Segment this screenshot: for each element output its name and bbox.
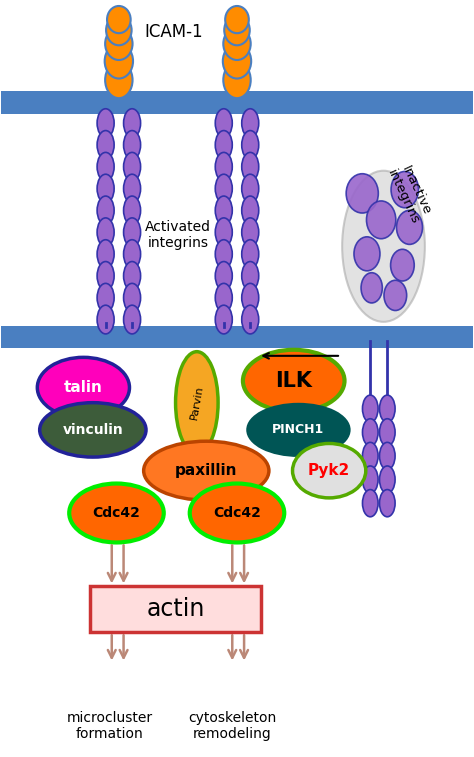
Ellipse shape: [215, 262, 232, 290]
Ellipse shape: [215, 196, 232, 225]
Text: Parvin: Parvin: [189, 385, 205, 421]
Text: cytoskeleton
remodeling: cytoskeleton remodeling: [188, 711, 276, 741]
Ellipse shape: [242, 262, 259, 290]
Ellipse shape: [354, 237, 380, 271]
Ellipse shape: [97, 109, 114, 138]
Ellipse shape: [225, 6, 249, 33]
Text: vinculin: vinculin: [63, 423, 123, 437]
Ellipse shape: [175, 352, 218, 453]
Ellipse shape: [380, 395, 395, 422]
Ellipse shape: [363, 442, 378, 469]
Ellipse shape: [380, 419, 395, 446]
Ellipse shape: [242, 174, 259, 203]
Ellipse shape: [391, 249, 414, 281]
Ellipse shape: [242, 305, 259, 334]
Ellipse shape: [242, 152, 259, 181]
Ellipse shape: [242, 109, 259, 138]
Ellipse shape: [223, 27, 251, 60]
Ellipse shape: [380, 442, 395, 469]
Ellipse shape: [105, 27, 133, 60]
Ellipse shape: [97, 196, 114, 225]
Ellipse shape: [37, 357, 129, 418]
Ellipse shape: [97, 262, 114, 290]
Ellipse shape: [363, 490, 378, 517]
Ellipse shape: [97, 218, 114, 247]
Ellipse shape: [215, 109, 232, 138]
Ellipse shape: [97, 130, 114, 159]
Ellipse shape: [380, 490, 395, 517]
Text: Activated
integrins: Activated integrins: [145, 220, 211, 250]
Ellipse shape: [391, 172, 419, 207]
Ellipse shape: [215, 130, 232, 159]
Ellipse shape: [124, 240, 141, 269]
Text: Cdc42: Cdc42: [213, 506, 261, 520]
Text: ICAM-1: ICAM-1: [144, 23, 202, 42]
Ellipse shape: [124, 109, 141, 138]
Ellipse shape: [215, 305, 232, 334]
Ellipse shape: [69, 484, 164, 543]
Ellipse shape: [97, 240, 114, 269]
Bar: [0, 326, 474, 348]
Ellipse shape: [292, 444, 366, 498]
Text: paxillin: paxillin: [175, 463, 237, 478]
Ellipse shape: [124, 218, 141, 247]
Ellipse shape: [215, 283, 232, 312]
Text: microcluster
formation: microcluster formation: [66, 711, 153, 741]
Ellipse shape: [223, 44, 251, 79]
Ellipse shape: [40, 403, 146, 457]
Text: Cdc42: Cdc42: [92, 506, 140, 520]
Ellipse shape: [215, 152, 232, 181]
Ellipse shape: [124, 174, 141, 203]
Ellipse shape: [97, 283, 114, 312]
Text: Inactive
integrins: Inactive integrins: [384, 160, 435, 226]
Ellipse shape: [124, 152, 141, 181]
Ellipse shape: [397, 210, 422, 245]
Ellipse shape: [97, 305, 114, 334]
Bar: [0, 92, 474, 114]
Bar: [91, 585, 261, 632]
Ellipse shape: [346, 173, 378, 213]
Ellipse shape: [361, 273, 383, 303]
Ellipse shape: [106, 15, 132, 45]
Text: talin: talin: [64, 380, 103, 395]
Ellipse shape: [366, 201, 396, 238]
Ellipse shape: [97, 152, 114, 181]
Ellipse shape: [242, 240, 259, 269]
Ellipse shape: [247, 404, 349, 456]
Ellipse shape: [242, 218, 259, 247]
Ellipse shape: [144, 441, 269, 500]
Ellipse shape: [105, 62, 133, 98]
Text: PINCH1: PINCH1: [273, 423, 325, 436]
Ellipse shape: [107, 6, 131, 33]
Ellipse shape: [363, 419, 378, 446]
Ellipse shape: [223, 62, 251, 98]
Ellipse shape: [124, 196, 141, 225]
Ellipse shape: [342, 171, 425, 322]
Ellipse shape: [224, 15, 250, 45]
Ellipse shape: [215, 174, 232, 203]
Ellipse shape: [97, 174, 114, 203]
Ellipse shape: [124, 262, 141, 290]
Text: Pyk2: Pyk2: [308, 463, 350, 478]
Ellipse shape: [242, 283, 259, 312]
Ellipse shape: [380, 466, 395, 493]
Ellipse shape: [124, 130, 141, 159]
Ellipse shape: [215, 218, 232, 247]
Ellipse shape: [242, 196, 259, 225]
Ellipse shape: [124, 283, 141, 312]
Ellipse shape: [363, 466, 378, 493]
Ellipse shape: [243, 350, 345, 412]
Ellipse shape: [105, 44, 133, 79]
Ellipse shape: [363, 395, 378, 422]
Ellipse shape: [242, 130, 259, 159]
Text: actin: actin: [146, 597, 205, 621]
Ellipse shape: [384, 280, 407, 310]
Ellipse shape: [124, 305, 141, 334]
Ellipse shape: [190, 484, 284, 543]
Ellipse shape: [215, 240, 232, 269]
Text: ILK: ILK: [275, 371, 312, 391]
